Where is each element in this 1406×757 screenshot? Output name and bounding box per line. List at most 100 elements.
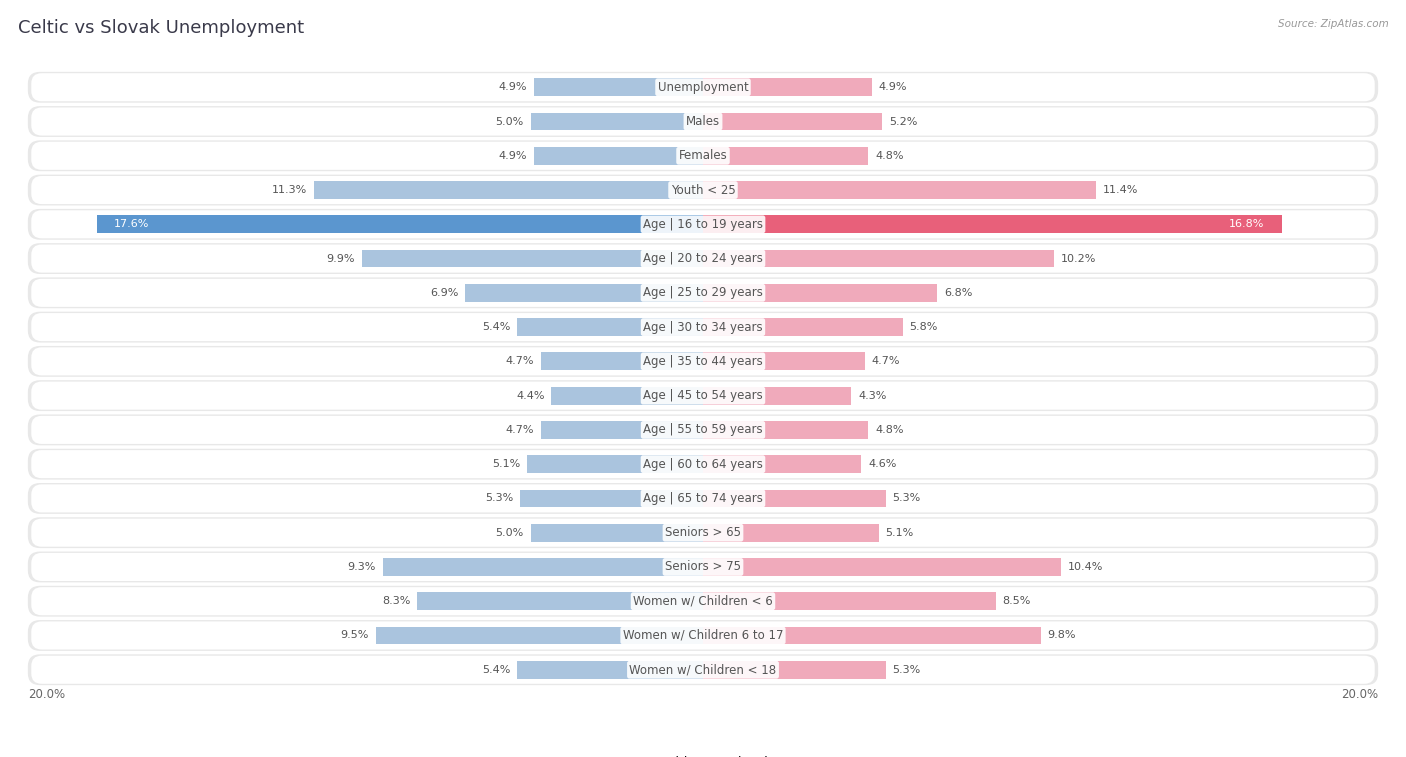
Text: Seniors > 65: Seniors > 65 xyxy=(665,526,741,539)
Text: 5.2%: 5.2% xyxy=(889,117,917,126)
Bar xyxy=(703,558,1062,576)
FancyBboxPatch shape xyxy=(31,176,1375,204)
Text: 9.5%: 9.5% xyxy=(340,631,368,640)
Text: 5.4%: 5.4% xyxy=(482,665,510,674)
FancyBboxPatch shape xyxy=(31,519,1375,547)
FancyBboxPatch shape xyxy=(28,654,1378,685)
Bar xyxy=(703,455,862,473)
Text: 5.4%: 5.4% xyxy=(482,322,510,332)
FancyBboxPatch shape xyxy=(31,107,1375,136)
Text: Women w/ Children < 18: Women w/ Children < 18 xyxy=(630,663,776,676)
FancyBboxPatch shape xyxy=(28,449,1378,480)
Bar xyxy=(541,421,703,439)
FancyBboxPatch shape xyxy=(28,175,1378,205)
Text: 4.7%: 4.7% xyxy=(506,357,534,366)
FancyBboxPatch shape xyxy=(31,210,1375,238)
Text: 5.3%: 5.3% xyxy=(485,494,513,503)
Text: 6.9%: 6.9% xyxy=(430,288,458,298)
FancyBboxPatch shape xyxy=(28,380,1378,411)
Bar xyxy=(531,113,703,130)
Text: 5.3%: 5.3% xyxy=(893,494,921,503)
Text: 8.5%: 8.5% xyxy=(1002,597,1031,606)
Text: 4.8%: 4.8% xyxy=(875,151,904,160)
Bar xyxy=(703,524,879,541)
Text: 5.3%: 5.3% xyxy=(893,665,921,674)
Bar xyxy=(703,353,865,370)
Text: 4.7%: 4.7% xyxy=(506,425,534,435)
Text: Source: ZipAtlas.com: Source: ZipAtlas.com xyxy=(1278,19,1389,29)
Bar xyxy=(703,421,869,439)
Bar xyxy=(527,455,703,473)
Text: 5.1%: 5.1% xyxy=(886,528,914,537)
Text: Age | 16 to 19 years: Age | 16 to 19 years xyxy=(643,218,763,231)
Text: 17.6%: 17.6% xyxy=(114,220,149,229)
Bar xyxy=(314,181,703,199)
Text: Age | 25 to 29 years: Age | 25 to 29 years xyxy=(643,286,763,299)
Text: 4.7%: 4.7% xyxy=(872,357,900,366)
Bar xyxy=(703,113,882,130)
Bar xyxy=(418,592,703,610)
FancyBboxPatch shape xyxy=(28,552,1378,582)
Bar xyxy=(534,147,703,165)
Text: 10.4%: 10.4% xyxy=(1069,562,1104,572)
Text: Age | 45 to 54 years: Age | 45 to 54 years xyxy=(643,389,763,402)
Text: 10.2%: 10.2% xyxy=(1062,254,1097,263)
Bar xyxy=(703,147,869,165)
FancyBboxPatch shape xyxy=(31,347,1375,375)
Text: 11.3%: 11.3% xyxy=(271,185,307,195)
FancyBboxPatch shape xyxy=(28,140,1378,171)
Text: Women w/ Children < 6: Women w/ Children < 6 xyxy=(633,595,773,608)
Bar xyxy=(541,353,703,370)
FancyBboxPatch shape xyxy=(31,313,1375,341)
FancyBboxPatch shape xyxy=(28,72,1378,103)
FancyBboxPatch shape xyxy=(28,415,1378,445)
Text: 4.8%: 4.8% xyxy=(875,425,904,435)
FancyBboxPatch shape xyxy=(31,450,1375,478)
FancyBboxPatch shape xyxy=(28,586,1378,617)
Text: Males: Males xyxy=(686,115,720,128)
FancyBboxPatch shape xyxy=(31,279,1375,307)
Bar xyxy=(517,661,703,679)
FancyBboxPatch shape xyxy=(28,209,1378,240)
Bar xyxy=(703,216,1282,233)
FancyBboxPatch shape xyxy=(28,243,1378,274)
Bar xyxy=(520,490,703,507)
FancyBboxPatch shape xyxy=(31,553,1375,581)
Bar xyxy=(703,490,886,507)
FancyBboxPatch shape xyxy=(28,277,1378,308)
FancyBboxPatch shape xyxy=(31,142,1375,170)
Bar xyxy=(97,216,703,233)
FancyBboxPatch shape xyxy=(31,245,1375,273)
Text: 9.8%: 9.8% xyxy=(1047,631,1076,640)
FancyBboxPatch shape xyxy=(28,312,1378,342)
Text: 20.0%: 20.0% xyxy=(1341,688,1378,701)
Text: 8.3%: 8.3% xyxy=(382,597,411,606)
Text: 20.0%: 20.0% xyxy=(28,688,65,701)
Bar xyxy=(703,387,851,404)
Text: 9.3%: 9.3% xyxy=(347,562,375,572)
FancyBboxPatch shape xyxy=(28,346,1378,377)
Text: Unemployment: Unemployment xyxy=(658,81,748,94)
Text: 4.4%: 4.4% xyxy=(516,391,544,400)
Text: 9.9%: 9.9% xyxy=(326,254,356,263)
Text: Age | 65 to 74 years: Age | 65 to 74 years xyxy=(643,492,763,505)
Text: Age | 20 to 24 years: Age | 20 to 24 years xyxy=(643,252,763,265)
Bar xyxy=(703,592,995,610)
FancyBboxPatch shape xyxy=(31,656,1375,684)
Text: 5.1%: 5.1% xyxy=(492,459,520,469)
FancyBboxPatch shape xyxy=(28,106,1378,137)
Bar xyxy=(703,250,1054,267)
Text: 5.0%: 5.0% xyxy=(496,117,524,126)
Text: Women w/ Children 6 to 17: Women w/ Children 6 to 17 xyxy=(623,629,783,642)
FancyBboxPatch shape xyxy=(31,621,1375,650)
Text: Celtic vs Slovak Unemployment: Celtic vs Slovak Unemployment xyxy=(18,19,305,37)
Bar xyxy=(531,524,703,541)
Text: Age | 55 to 59 years: Age | 55 to 59 years xyxy=(643,423,763,436)
Text: Age | 60 to 64 years: Age | 60 to 64 years xyxy=(643,458,763,471)
Text: Age | 30 to 34 years: Age | 30 to 34 years xyxy=(643,321,763,334)
Text: 5.0%: 5.0% xyxy=(496,528,524,537)
FancyBboxPatch shape xyxy=(31,73,1375,101)
Bar xyxy=(517,318,703,336)
Text: Age | 35 to 44 years: Age | 35 to 44 years xyxy=(643,355,763,368)
Text: 4.6%: 4.6% xyxy=(869,459,897,469)
